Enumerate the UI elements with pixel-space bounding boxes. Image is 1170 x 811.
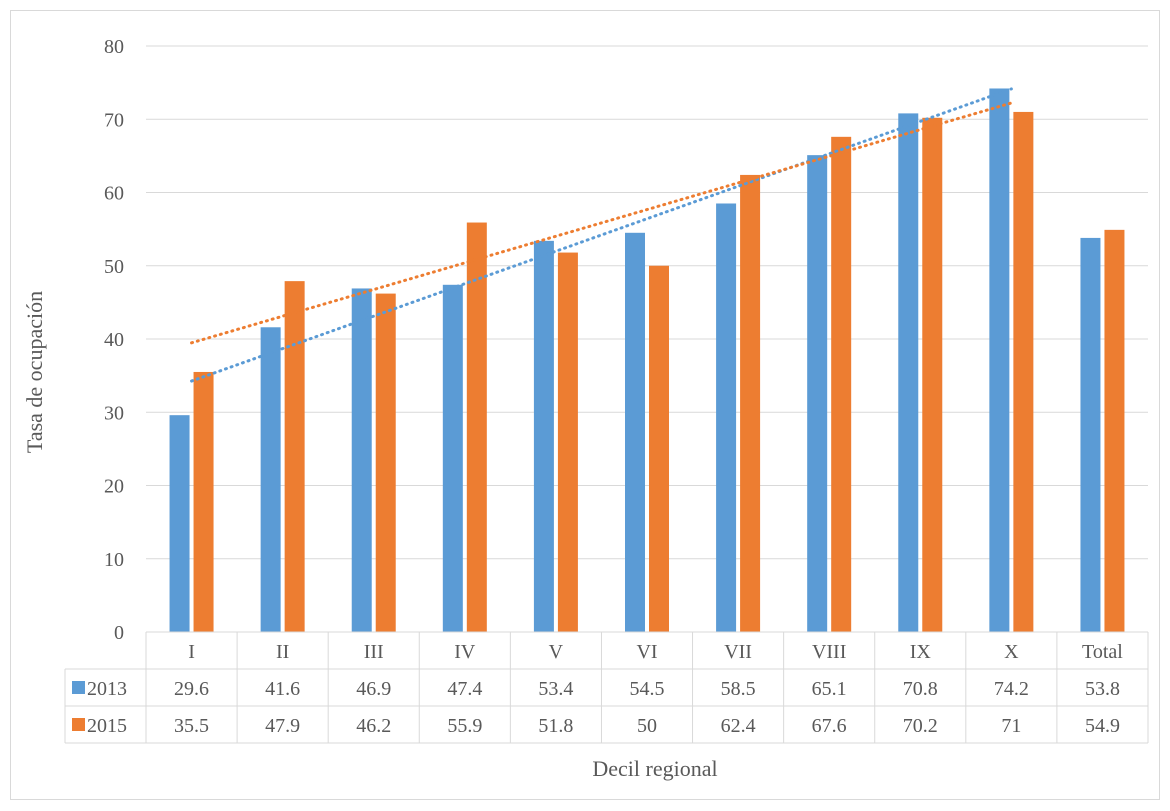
y-tick-label: 60 — [104, 183, 124, 205]
legend-swatch-2013 — [72, 681, 85, 694]
y-tick-label: 20 — [104, 476, 124, 498]
legend-label-2015: 2015 — [87, 715, 127, 737]
bar-2015 — [740, 174, 761, 633]
bar-2015 — [375, 293, 396, 632]
table-value-2013: 74.2 — [994, 678, 1029, 700]
x-category-label: IV — [454, 641, 476, 663]
bar-2013 — [533, 240, 554, 632]
x-axis-title: Decil regional — [592, 756, 717, 781]
y-tick-label: 50 — [104, 256, 124, 278]
bar-2013 — [169, 415, 190, 632]
table-value-2015: 71 — [1001, 715, 1021, 737]
table-value-2015: 54.9 — [1085, 715, 1120, 737]
bar-2013 — [351, 288, 372, 632]
x-category-label: Total — [1082, 641, 1123, 663]
x-category-label: VII — [724, 641, 752, 663]
table-value-2015: 51.8 — [538, 715, 573, 737]
table-value-2015: 35.5 — [174, 715, 209, 737]
bar-2015 — [1013, 111, 1034, 633]
table-value-2015: 50 — [637, 715, 657, 737]
trendlines — [190, 87, 1013, 383]
bar-2013 — [807, 155, 828, 632]
bar-2015 — [1104, 229, 1125, 633]
table-value-2013: 46.9 — [356, 678, 391, 700]
bar-2013 — [1080, 237, 1101, 633]
y-tick-label: 80 — [104, 36, 124, 58]
bar-2013 — [989, 88, 1010, 633]
table-value-2013: 47.4 — [447, 678, 482, 700]
table-value-2013: 53.8 — [1085, 678, 1120, 700]
bar-2013 — [260, 327, 281, 632]
y-axis-tick-labels: 0 10 20 30 40 50 60 70 80 — [104, 36, 124, 644]
y-axis-title: Tasa de ocupación — [22, 291, 47, 453]
table-value-2013: 58.5 — [721, 678, 756, 700]
x-category-label: X — [1004, 641, 1019, 663]
x-category-label: III — [364, 641, 384, 663]
bar-2013 — [898, 113, 919, 632]
table-value-2013: 70.8 — [903, 678, 938, 700]
table-value-2015: 46.2 — [356, 715, 391, 737]
bar-2013 — [625, 232, 645, 632]
table-value-2015: 62.4 — [721, 715, 756, 737]
legend-label-2013: 2013 — [87, 678, 127, 700]
legend-swatch-2015 — [72, 718, 85, 731]
table-value-2013: 53.4 — [538, 678, 573, 700]
bar-2015 — [922, 117, 943, 632]
y-tick-label: 70 — [104, 109, 124, 131]
chart-frame — [10, 10, 1160, 800]
y-tick-label: 40 — [104, 329, 124, 351]
trendline-2015 — [190, 101, 1013, 345]
table-value-2015: 47.9 — [265, 715, 300, 737]
table-value-2013: 54.5 — [630, 678, 665, 700]
x-category-label: IX — [910, 641, 932, 663]
table-value-2013: 29.6 — [174, 678, 209, 700]
bar-2015 — [557, 252, 578, 632]
y-tick-label: 10 — [104, 549, 124, 571]
table-value-2013: 41.6 — [265, 678, 300, 700]
x-category-label: II — [276, 641, 289, 663]
gridlines — [146, 45, 1148, 560]
bar-2015 — [466, 222, 487, 632]
bar-2015 — [284, 281, 305, 632]
trendline-2013 — [190, 87, 1013, 383]
table-value-2013: 65.1 — [812, 678, 847, 700]
bar-2013 — [442, 284, 463, 632]
x-category-label: V — [549, 641, 564, 663]
table-value-2015: 67.6 — [812, 715, 847, 737]
bars — [169, 88, 1125, 633]
x-category-label: VI — [636, 641, 657, 663]
y-tick-label: 0 — [114, 622, 124, 644]
y-tick-label: 30 — [104, 402, 124, 424]
table-value-2015: 70.2 — [903, 715, 938, 737]
bar-2015 — [193, 371, 214, 632]
bar-2015 — [831, 136, 852, 632]
table-value-2015: 55.9 — [447, 715, 482, 737]
bar-2013 — [716, 203, 737, 633]
bar-2015 — [649, 265, 669, 632]
x-category-label: VIII — [812, 641, 846, 663]
x-category-label: I — [188, 641, 195, 663]
